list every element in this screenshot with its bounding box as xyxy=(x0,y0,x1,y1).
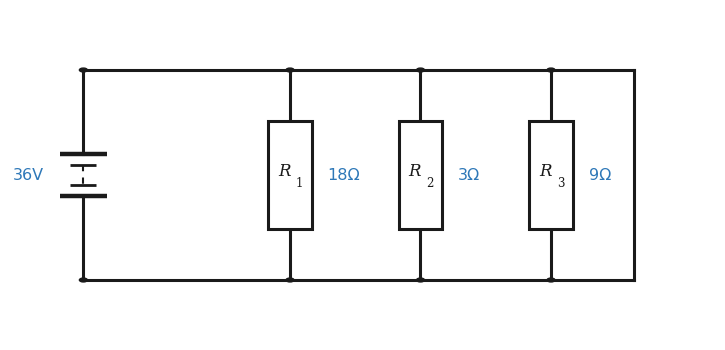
Text: 1: 1 xyxy=(296,177,303,190)
Text: 36V: 36V xyxy=(12,168,44,182)
Text: R: R xyxy=(408,163,421,180)
Text: R: R xyxy=(278,163,291,180)
Circle shape xyxy=(416,278,424,282)
Circle shape xyxy=(547,278,555,282)
Text: 3Ω: 3Ω xyxy=(458,168,481,182)
Circle shape xyxy=(416,68,424,72)
Text: 2: 2 xyxy=(426,177,434,190)
Circle shape xyxy=(79,68,87,72)
Text: R: R xyxy=(539,163,552,180)
Circle shape xyxy=(286,68,294,72)
Text: 3: 3 xyxy=(557,177,564,190)
Bar xyxy=(268,121,312,229)
Bar xyxy=(399,121,442,229)
Circle shape xyxy=(286,278,294,282)
Text: 9Ω: 9Ω xyxy=(589,168,611,182)
Circle shape xyxy=(79,278,87,282)
Circle shape xyxy=(547,68,555,72)
Bar xyxy=(529,121,573,229)
Text: 18Ω: 18Ω xyxy=(328,168,360,182)
